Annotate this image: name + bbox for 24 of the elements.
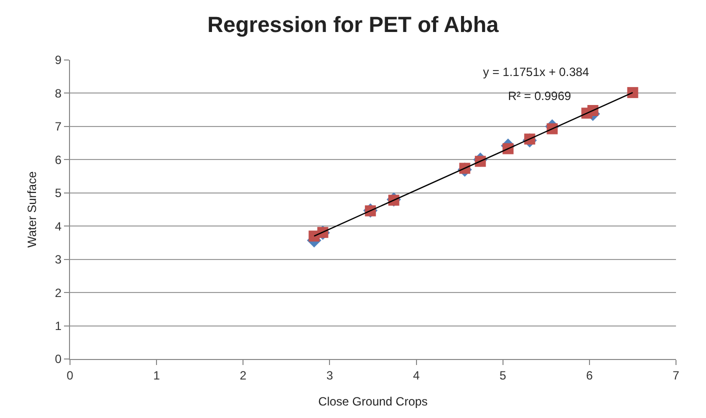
y-tick-label: 9: [54, 53, 62, 68]
x-tick-label: 4: [412, 368, 420, 382]
x-tick-label: 6: [586, 368, 594, 382]
annotation: y = 1.1751x + 0.384: [483, 65, 590, 79]
y-tick-label: 0: [54, 352, 62, 366]
y-tick-label: 1: [54, 318, 62, 333]
x-tick-label: 5: [500, 368, 507, 382]
annotation: R² = 0.9969: [508, 89, 572, 103]
x-tick-label: 7: [672, 368, 680, 382]
x-tick-label: 2: [240, 368, 247, 382]
y-tick-label: 7: [54, 120, 62, 134]
y-tick-label: 4: [54, 219, 62, 234]
y-tick-label: 6: [54, 152, 62, 167]
chart-title: Regression for PET of Abha: [207, 12, 500, 38]
point: [627, 87, 638, 98]
x-tick-label: 1: [153, 368, 160, 382]
x-axis-title: Close Ground Crops: [318, 394, 428, 408]
y-tick-label: 8: [54, 86, 62, 100]
x-tick-label: 3: [326, 368, 334, 382]
y-axis-title: Water Surface: [25, 171, 40, 248]
y-tick-label: 5: [54, 186, 62, 200]
y-tick-label: 2: [54, 286, 62, 300]
x-tick-label: 0: [66, 368, 74, 382]
y-tick-label: 3: [54, 252, 62, 267]
